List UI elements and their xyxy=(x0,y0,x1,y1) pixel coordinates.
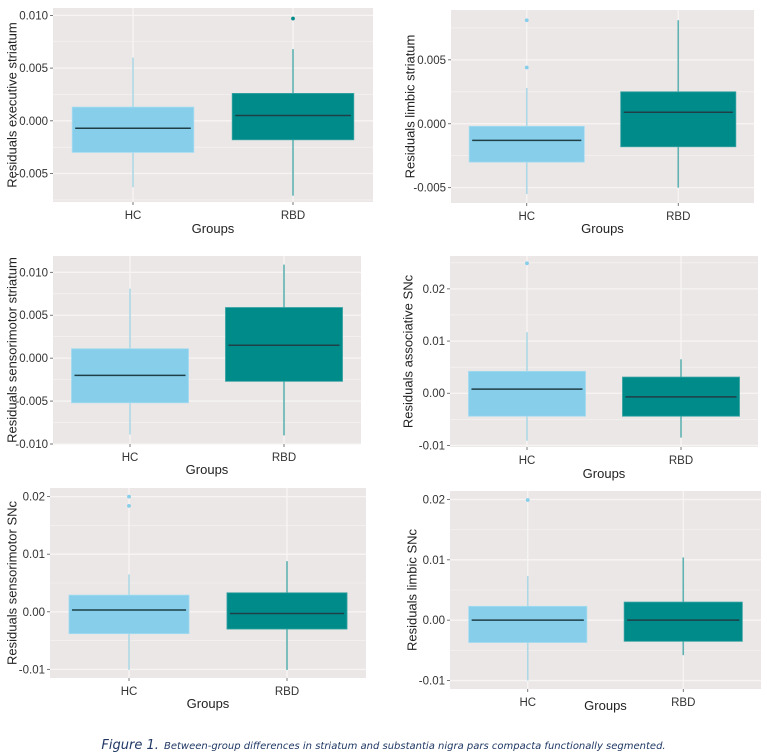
x-axis-title: Groups xyxy=(187,696,230,711)
figure-label: Figure 1. xyxy=(101,738,159,753)
x-axis-title: Groups xyxy=(192,221,235,236)
y-tick-label: -0.005 xyxy=(15,396,48,408)
outlier-point-hc xyxy=(127,494,131,499)
figure-caption-text: Between-group differences in striatum an… xyxy=(163,741,666,752)
y-axis-title: Residuals associative SNc xyxy=(401,274,416,428)
x-tick-label-rbd: RBD xyxy=(671,697,695,709)
x-tick-label-hc: HC xyxy=(519,455,536,467)
x-tick-label-hc: HC xyxy=(519,697,536,709)
x-axis-title: Groups xyxy=(186,462,229,477)
y-tick-label: 0.005 xyxy=(417,55,446,67)
y-tick-label: 0.02 xyxy=(23,492,45,504)
y-tick-label: 0.005 xyxy=(19,310,48,322)
box-rbd xyxy=(225,307,343,382)
box-rbd xyxy=(226,592,348,630)
y-tick-label: 0.000 xyxy=(417,119,446,131)
box-hc xyxy=(468,605,588,643)
outlier-point-hc xyxy=(525,261,529,266)
y-tick-label: -0.01 xyxy=(419,440,445,452)
y-axis-title: Residuals executive striatum xyxy=(5,22,20,187)
outlier-point-hc xyxy=(525,498,530,502)
x-tick-label-hc: HC xyxy=(121,686,138,698)
y-tick-label: -0.01 xyxy=(19,664,45,676)
outlier-point-rbd xyxy=(291,16,295,21)
panel-limbic-snc: -0.01 0.00 0.01 0.02 HC RBD Residuals limbic S… xyxy=(405,491,761,713)
panel-sensorimotor-snc: -0.01 0.00 0.01 0.02 HC RBD Residuals sensorim… xyxy=(5,488,366,711)
outlier-point-hc xyxy=(127,503,131,508)
y-tick-label: 0.000 xyxy=(19,353,48,365)
y-axis-title: Residuals limbic striatum xyxy=(403,35,418,179)
y-tick-label: -0.005 xyxy=(15,169,48,181)
x-tick-label-hc: HC xyxy=(122,452,139,464)
y-tick-label: 0.02 xyxy=(423,494,445,506)
box-hc xyxy=(468,370,586,417)
box-rbd xyxy=(231,93,355,141)
y-tick-label: -0.005 xyxy=(413,183,446,195)
x-axis-title: Groups xyxy=(584,698,627,713)
x-axis-title: Groups xyxy=(583,466,626,481)
x-tick-label-rbd: RBD xyxy=(281,210,305,222)
y-tick-label: 0.000 xyxy=(19,116,48,128)
y-tick-label: 0.010 xyxy=(19,10,48,22)
y-axis-title: Residuals limbic SNc xyxy=(405,528,420,651)
plot-background xyxy=(450,256,758,447)
outlier-point-hc xyxy=(524,65,529,70)
panel-associative-snc: -0.01 0.00 0.01 0.02 HC RBD Residuals associat… xyxy=(401,256,758,481)
y-axis-title: Residuals sensorimotor striatum xyxy=(5,257,20,443)
y-tick-label: 0.00 xyxy=(23,607,45,619)
x-tick-label-rbd: RBD xyxy=(669,455,693,467)
box-hc xyxy=(468,125,585,163)
y-tick-label: -0.010 xyxy=(15,439,48,451)
panel-sensorimotor-striatum: -0.010 -0.005 0.000 0.005 0.010 HC RBD Residual… xyxy=(5,256,361,477)
y-tick-label: 0.02 xyxy=(423,284,445,296)
x-tick-label-rbd: RBD xyxy=(272,452,296,464)
y-tick-label: 0.005 xyxy=(19,63,48,75)
box-rbd xyxy=(623,601,743,642)
panel-executive-striatum: -0.005 0.000 0.005 0.010 HC RBD Residuals exec… xyxy=(5,8,373,236)
x-tick-label-hc: HC xyxy=(125,210,142,222)
box-hc xyxy=(68,594,190,635)
y-tick-label: 0.01 xyxy=(423,555,445,567)
y-tick-label: 0.00 xyxy=(423,615,445,627)
panel-limbic-striatum: -0.005 0.000 0.005 HC RBD Residuals limbic st… xyxy=(403,10,754,236)
figure-caption: Figure 1. Between-group differences in s… xyxy=(0,734,767,753)
y-tick-label: 0.010 xyxy=(19,267,48,279)
y-axis-title: Residuals sensorimotor SNc xyxy=(5,501,20,666)
x-tick-label-rbd: RBD xyxy=(275,686,299,698)
box-rbd xyxy=(620,91,737,148)
x-axis-title: Groups xyxy=(581,221,624,236)
y-tick-label: -0.01 xyxy=(419,676,445,688)
box-hc xyxy=(71,106,195,153)
y-tick-label: 0.00 xyxy=(423,388,445,400)
x-tick-label-hc: HC xyxy=(518,211,535,223)
x-tick-label-rbd: RBD xyxy=(666,211,690,223)
y-tick-label: 0.01 xyxy=(423,336,445,348)
y-tick-label: 0.01 xyxy=(23,549,45,561)
outlier-point-hc xyxy=(524,18,529,23)
